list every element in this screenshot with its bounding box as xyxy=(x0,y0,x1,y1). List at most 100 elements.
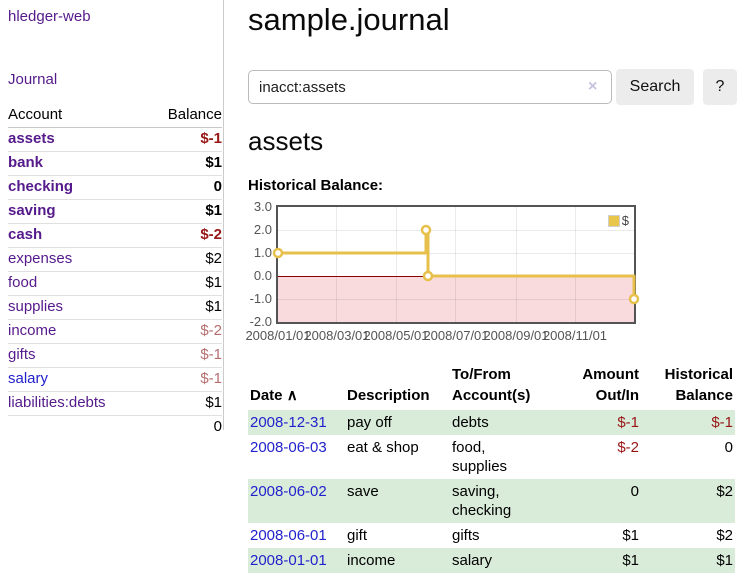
y-axis-tick: 0.0 xyxy=(253,268,272,283)
transaction-description: pay off xyxy=(347,414,392,431)
historical-balance-chart[interactable]: $ xyxy=(272,205,640,324)
gridline xyxy=(278,253,634,254)
legend-swatch-icon xyxy=(607,214,620,227)
transaction-balance: $2 xyxy=(716,527,733,544)
account-balance: $1 xyxy=(145,151,222,176)
chart-title: Historical Balance: xyxy=(248,177,384,194)
data-point-marker xyxy=(420,224,432,236)
transaction-description: income xyxy=(347,552,396,569)
account-balance: $1 xyxy=(145,199,222,224)
transaction-date-link[interactable]: 2008-12-31 xyxy=(250,414,327,431)
y-axis-tick: -1.0 xyxy=(249,291,272,306)
balance-column-header: Balance xyxy=(145,103,222,128)
search-button[interactable]: Search xyxy=(616,69,694,105)
data-point-marker xyxy=(422,270,434,282)
transaction-accounts: food, supplies xyxy=(452,439,508,475)
account-row-bank: bank $1 xyxy=(8,151,222,176)
page-title: sample.journal xyxy=(248,2,450,37)
transaction-balance: $2 xyxy=(716,483,733,500)
search-input[interactable] xyxy=(248,70,612,104)
transaction-balance: $-1 xyxy=(711,414,733,431)
transaction-row: 2008-12-31 pay off debts $-1 $-1 xyxy=(248,410,735,435)
data-point-marker xyxy=(272,247,284,259)
transaction-amount: $1 xyxy=(622,527,639,544)
account-row-saving: saving $1 xyxy=(8,199,222,224)
account-row-food: food $1 xyxy=(8,271,222,296)
x-axis-tick: 2008/09/01 xyxy=(483,328,549,343)
y-axis-tick: 3.0 xyxy=(253,199,272,214)
account-link-checking[interactable]: checking xyxy=(8,178,74,195)
transaction-date-link[interactable]: 2008-06-03 xyxy=(250,439,327,456)
account-balance: $-1 xyxy=(145,127,222,152)
account-balance: $1 xyxy=(145,271,222,296)
account-link-expenses[interactable]: expenses xyxy=(8,250,73,267)
transaction-row: 2008-01-01 income salary $1 $1 xyxy=(248,548,735,573)
transaction-row: 2008-06-03 eat & shop food, supplies $-2… xyxy=(248,435,735,479)
transaction-accounts: salary xyxy=(452,552,493,569)
x-axis-tick: 2008/03/01 xyxy=(304,328,370,343)
account-row-expenses: expenses $2 xyxy=(8,247,222,272)
account-link-bank[interactable]: bank xyxy=(8,154,44,171)
account-link-saving[interactable]: saving xyxy=(8,202,56,219)
date-header-label: Date xyxy=(250,387,283,404)
account-balance: $1 xyxy=(145,295,222,320)
transaction-description: gift xyxy=(347,527,368,544)
balance-column-header: Historical Balance xyxy=(664,366,733,404)
account-link-liabilities-debts[interactable]: liabilities:debts xyxy=(8,394,106,411)
app-title-link[interactable]: hledger-web xyxy=(8,8,91,25)
account-link-cash[interactable]: cash xyxy=(8,226,43,243)
transaction-amount: $-2 xyxy=(617,439,639,456)
account-link-assets[interactable]: assets xyxy=(8,130,55,147)
y-axis-tick: -2.0 xyxy=(249,314,272,329)
gridline xyxy=(336,207,337,322)
account-row-gifts: gifts $-1 xyxy=(8,343,222,368)
account-row-salary: salary $-1 xyxy=(8,367,222,392)
transaction-accounts: gifts xyxy=(452,527,480,544)
balance-step-line xyxy=(272,224,640,305)
account-balance: $-2 xyxy=(145,319,222,344)
account-link-food[interactable]: food xyxy=(8,274,38,291)
account-balance: $-1 xyxy=(145,343,222,368)
account-row-liabilities-debts: liabilities:debts $1 xyxy=(8,391,222,416)
sidebar-divider xyxy=(223,0,224,430)
transaction-description: save xyxy=(347,483,379,500)
transactions-header-row: Date ∧ Description To/From Account(s) Am… xyxy=(248,362,735,410)
gridline xyxy=(278,299,634,300)
account-column-header: Account xyxy=(8,103,146,128)
transaction-date-link[interactable]: 2008-01-01 xyxy=(250,552,327,569)
transaction-amount: $1 xyxy=(622,552,639,569)
y-axis-tick: 1.0 xyxy=(253,245,272,260)
account-link-supplies[interactable]: supplies xyxy=(8,298,64,315)
chart-legend: $ xyxy=(607,213,629,228)
help-button[interactable]: ? xyxy=(703,69,737,105)
gridline xyxy=(575,207,576,322)
transaction-amount: 0 xyxy=(630,483,639,500)
x-axis-tick: 2008/05/01 xyxy=(363,328,429,343)
account-link-income[interactable]: income xyxy=(8,322,57,339)
legend-label: $ xyxy=(621,213,629,228)
account-table-header: Account Balance xyxy=(8,103,222,128)
negative-region xyxy=(278,276,634,322)
transaction-row: 2008-06-02 save saving, checking 0 $2 xyxy=(248,479,735,523)
transaction-row: 2008-06-01 gift gifts $1 $2 xyxy=(248,523,735,548)
transaction-date-link[interactable]: 2008-06-02 xyxy=(250,483,327,500)
date-column-header[interactable]: Date ∧ xyxy=(248,362,345,410)
account-row-checking: checking 0 xyxy=(8,175,222,200)
current-account-heading: assets xyxy=(248,126,324,156)
account-link-gifts[interactable]: gifts xyxy=(8,346,36,363)
transaction-date-link[interactable]: 2008-06-01 xyxy=(250,527,327,544)
transaction-accounts: debts xyxy=(452,414,489,431)
x-axis-tick: 2008/01/01 xyxy=(245,328,311,343)
sidebar-item-journal[interactable]: Journal xyxy=(8,71,58,88)
account-row-income: income $-2 xyxy=(8,319,222,344)
account-row-assets: assets $-1 xyxy=(8,127,222,152)
account-row-cash: cash $-2 xyxy=(8,223,222,248)
clear-search-icon[interactable]: × xyxy=(588,78,598,95)
gridline xyxy=(278,230,634,231)
account-balance: $-2 xyxy=(145,223,222,248)
account-row-supplies: supplies $1 xyxy=(8,295,222,320)
account-total-row: 0 xyxy=(8,414,222,439)
account-link-salary[interactable]: salary xyxy=(8,370,49,387)
account-balance: $1 xyxy=(145,391,222,416)
